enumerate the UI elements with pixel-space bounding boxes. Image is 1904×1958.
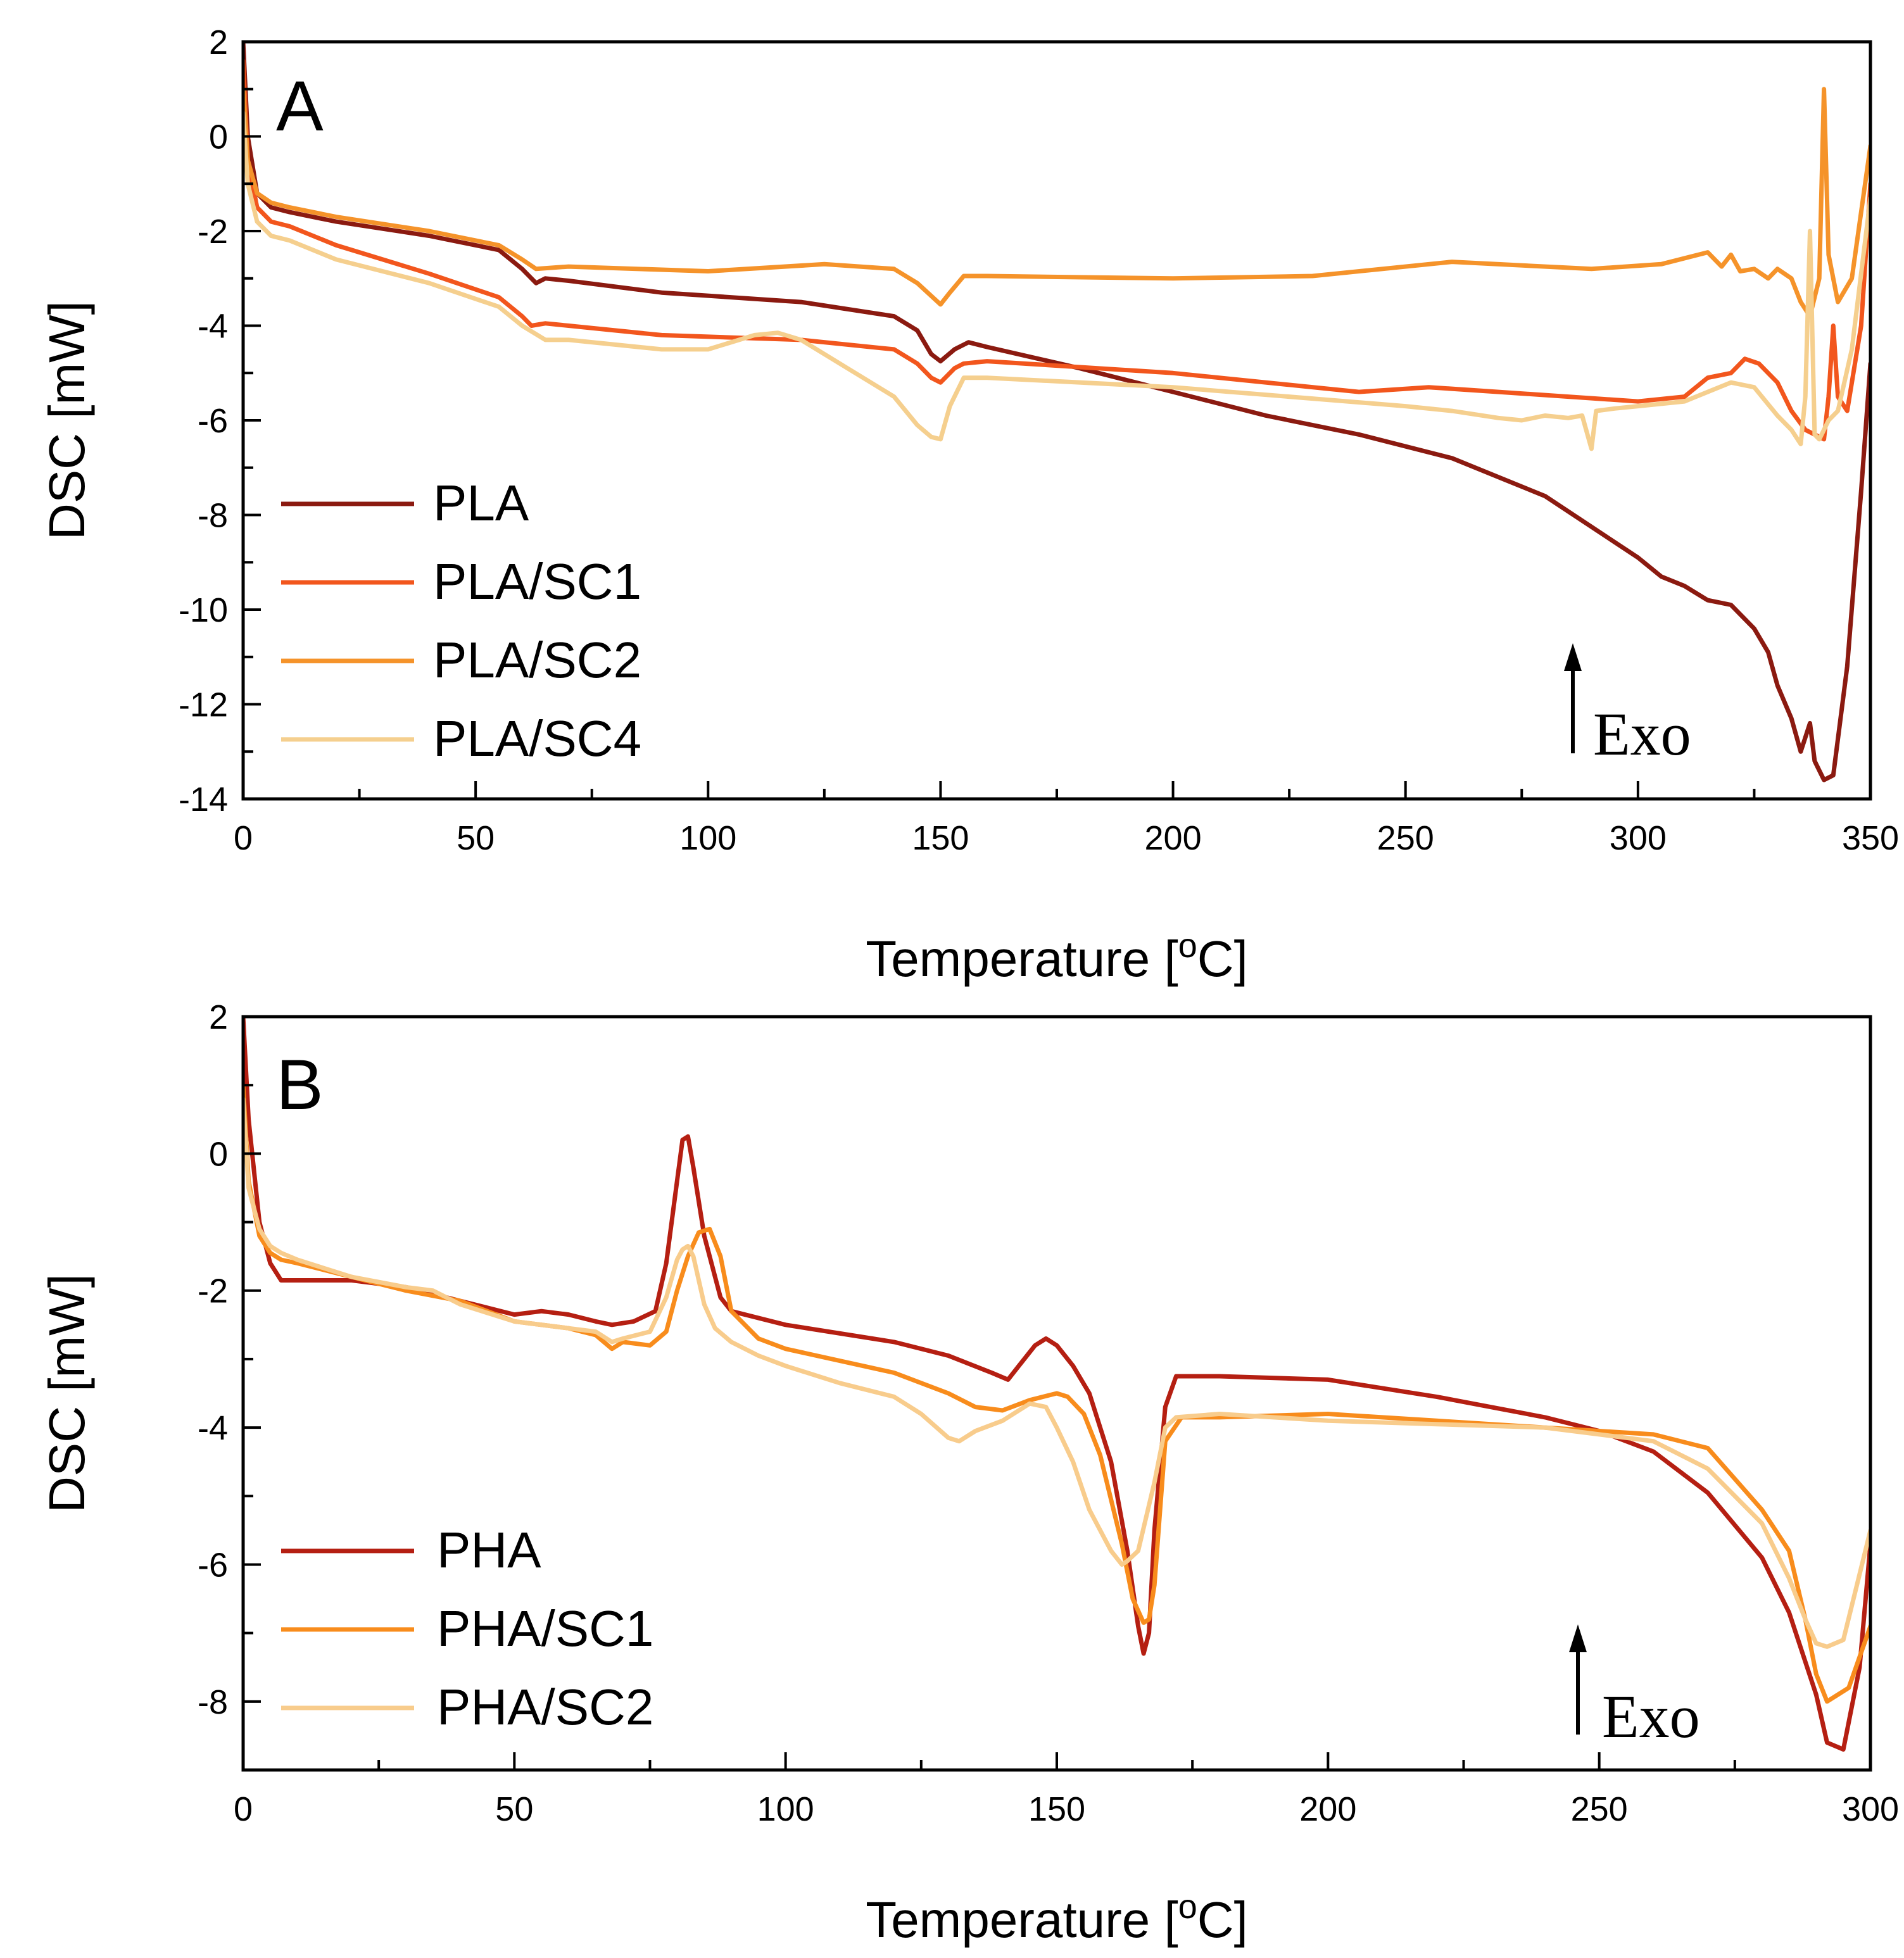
panel-b-y-tick-label: -4 bbox=[198, 1409, 228, 1447]
panel-b-y-tick-label: -2 bbox=[198, 1272, 228, 1310]
panel-b-series bbox=[243, 1017, 1870, 1752]
panel-b-label: B bbox=[276, 1045, 324, 1124]
panel-b-x-tick-label: 300 bbox=[1842, 1790, 1899, 1828]
panel-a-x-tick-label: 50 bbox=[457, 819, 495, 857]
panel-a-series-line-pla-sc2 bbox=[243, 87, 1870, 319]
panel-a-y-tick-label: -2 bbox=[198, 213, 228, 251]
panel-a-y-tick-label: -8 bbox=[198, 497, 228, 535]
panel-a-legend-label-pla-sc2: PLA/SC2 bbox=[433, 632, 641, 688]
panel-a-x-tick-label: 150 bbox=[912, 819, 969, 857]
panel-b-x-axis-title: Temperature [oC] bbox=[866, 1888, 1248, 1948]
panel-b-x-tick-label: 50 bbox=[495, 1790, 533, 1828]
panel-b-series-line-pha-sc2 bbox=[243, 1096, 1870, 1649]
panel-a-y-tick-label: -14 bbox=[179, 781, 228, 819]
panel-a-legend-label-pla: PLA bbox=[433, 475, 529, 531]
panel-a-x-tick-label: 350 bbox=[1842, 819, 1899, 857]
panel-a-x-tick-label: 250 bbox=[1377, 819, 1434, 857]
panel-b-x-tick-label: 250 bbox=[1571, 1790, 1628, 1828]
panel-b-series-line-pha bbox=[243, 1017, 1870, 1752]
panel-a-y-tick-label: 2 bbox=[209, 23, 228, 61]
panel-b: 0 50 100 150 200 250 300 2 0 -2 -4 -6 -8 B Temperatu… bbox=[39, 998, 1899, 1948]
panel-b-y-tick-label: 0 bbox=[209, 1135, 228, 1173]
panel-a-y-axis-title: DSC [mW] bbox=[39, 301, 95, 540]
panel-a-x-tick-label: 0 bbox=[234, 819, 253, 857]
panel-b-x-tick-label: 100 bbox=[757, 1790, 814, 1828]
panel-a-series bbox=[243, 42, 1870, 782]
panel-b-legend-label-pha: PHA bbox=[437, 1522, 541, 1578]
panel-a: 0 50 100 150 200 250 300 350 2 0 -2 -4 -6 -8 -10 -12 -14… bbox=[39, 23, 1899, 987]
panel-b-exo-annotation: Exo bbox=[1569, 1624, 1700, 1750]
panel-b-y-tick-label: 2 bbox=[209, 998, 228, 1036]
panel-a-y-tick-label: -10 bbox=[179, 591, 228, 629]
panel-b-legend-label-pha-sc1: PHA/SC1 bbox=[437, 1600, 653, 1657]
panel-a-exo-arrow-head bbox=[1564, 643, 1582, 671]
panel-a-y-tick-label: -6 bbox=[198, 402, 228, 440]
panel-a-x-tick-label: 200 bbox=[1145, 819, 1202, 857]
panel-b-x-tick-label: 0 bbox=[234, 1790, 253, 1828]
panel-a-exo-label: Exo bbox=[1593, 700, 1691, 768]
panel-b-y-axis-title: DSC [mW] bbox=[39, 1274, 95, 1513]
panel-a-series-line-pla-sc4 bbox=[243, 110, 1870, 451]
panel-b-legend: PHA PHA/SC1 PHA/SC2 bbox=[281, 1522, 653, 1735]
panel-a-exo-annotation: Exo bbox=[1564, 643, 1691, 768]
panel-a-legend-label-pla-sc1: PLA/SC1 bbox=[433, 553, 641, 610]
panel-b-legend-label-pha-sc2: PHA/SC2 bbox=[437, 1679, 653, 1735]
panel-b-exo-arrow-head bbox=[1569, 1624, 1587, 1652]
panel-b-x-tick-label: 200 bbox=[1299, 1790, 1356, 1828]
panel-a-label: A bbox=[276, 66, 324, 146]
panel-b-y-tick-label: -6 bbox=[198, 1546, 228, 1584]
panel-a-y-tick-label: -12 bbox=[179, 686, 228, 724]
panel-a-x-tick-label: 100 bbox=[679, 819, 736, 857]
panel-a-x-axis-title: Temperature [oC] bbox=[866, 927, 1248, 987]
panel-a-legend: PLA PLA/SC1 PLA/SC2 PLA/SC4 bbox=[281, 475, 641, 767]
panel-b-ticks: 0 50 100 150 200 250 300 2 0 -2 -4 -6 -8 bbox=[198, 998, 1899, 1828]
panel-b-y-tick-label: -8 bbox=[198, 1683, 228, 1721]
panel-a-series-line-pla bbox=[243, 42, 1870, 782]
panel-a-legend-label-pla-sc4: PLA/SC4 bbox=[433, 710, 641, 767]
panel-b-x-tick-label: 150 bbox=[1028, 1790, 1085, 1828]
panel-b-exo-label: Exo bbox=[1602, 1683, 1700, 1750]
panel-a-plot-frame bbox=[241, 40, 1872, 801]
panel-a-x-tick-label: 300 bbox=[1610, 819, 1667, 857]
panel-a-y-tick-label: 0 bbox=[209, 118, 228, 156]
panel-b-plot-frame bbox=[241, 1015, 1872, 1772]
panel-a-y-tick-label: -4 bbox=[198, 308, 228, 346]
